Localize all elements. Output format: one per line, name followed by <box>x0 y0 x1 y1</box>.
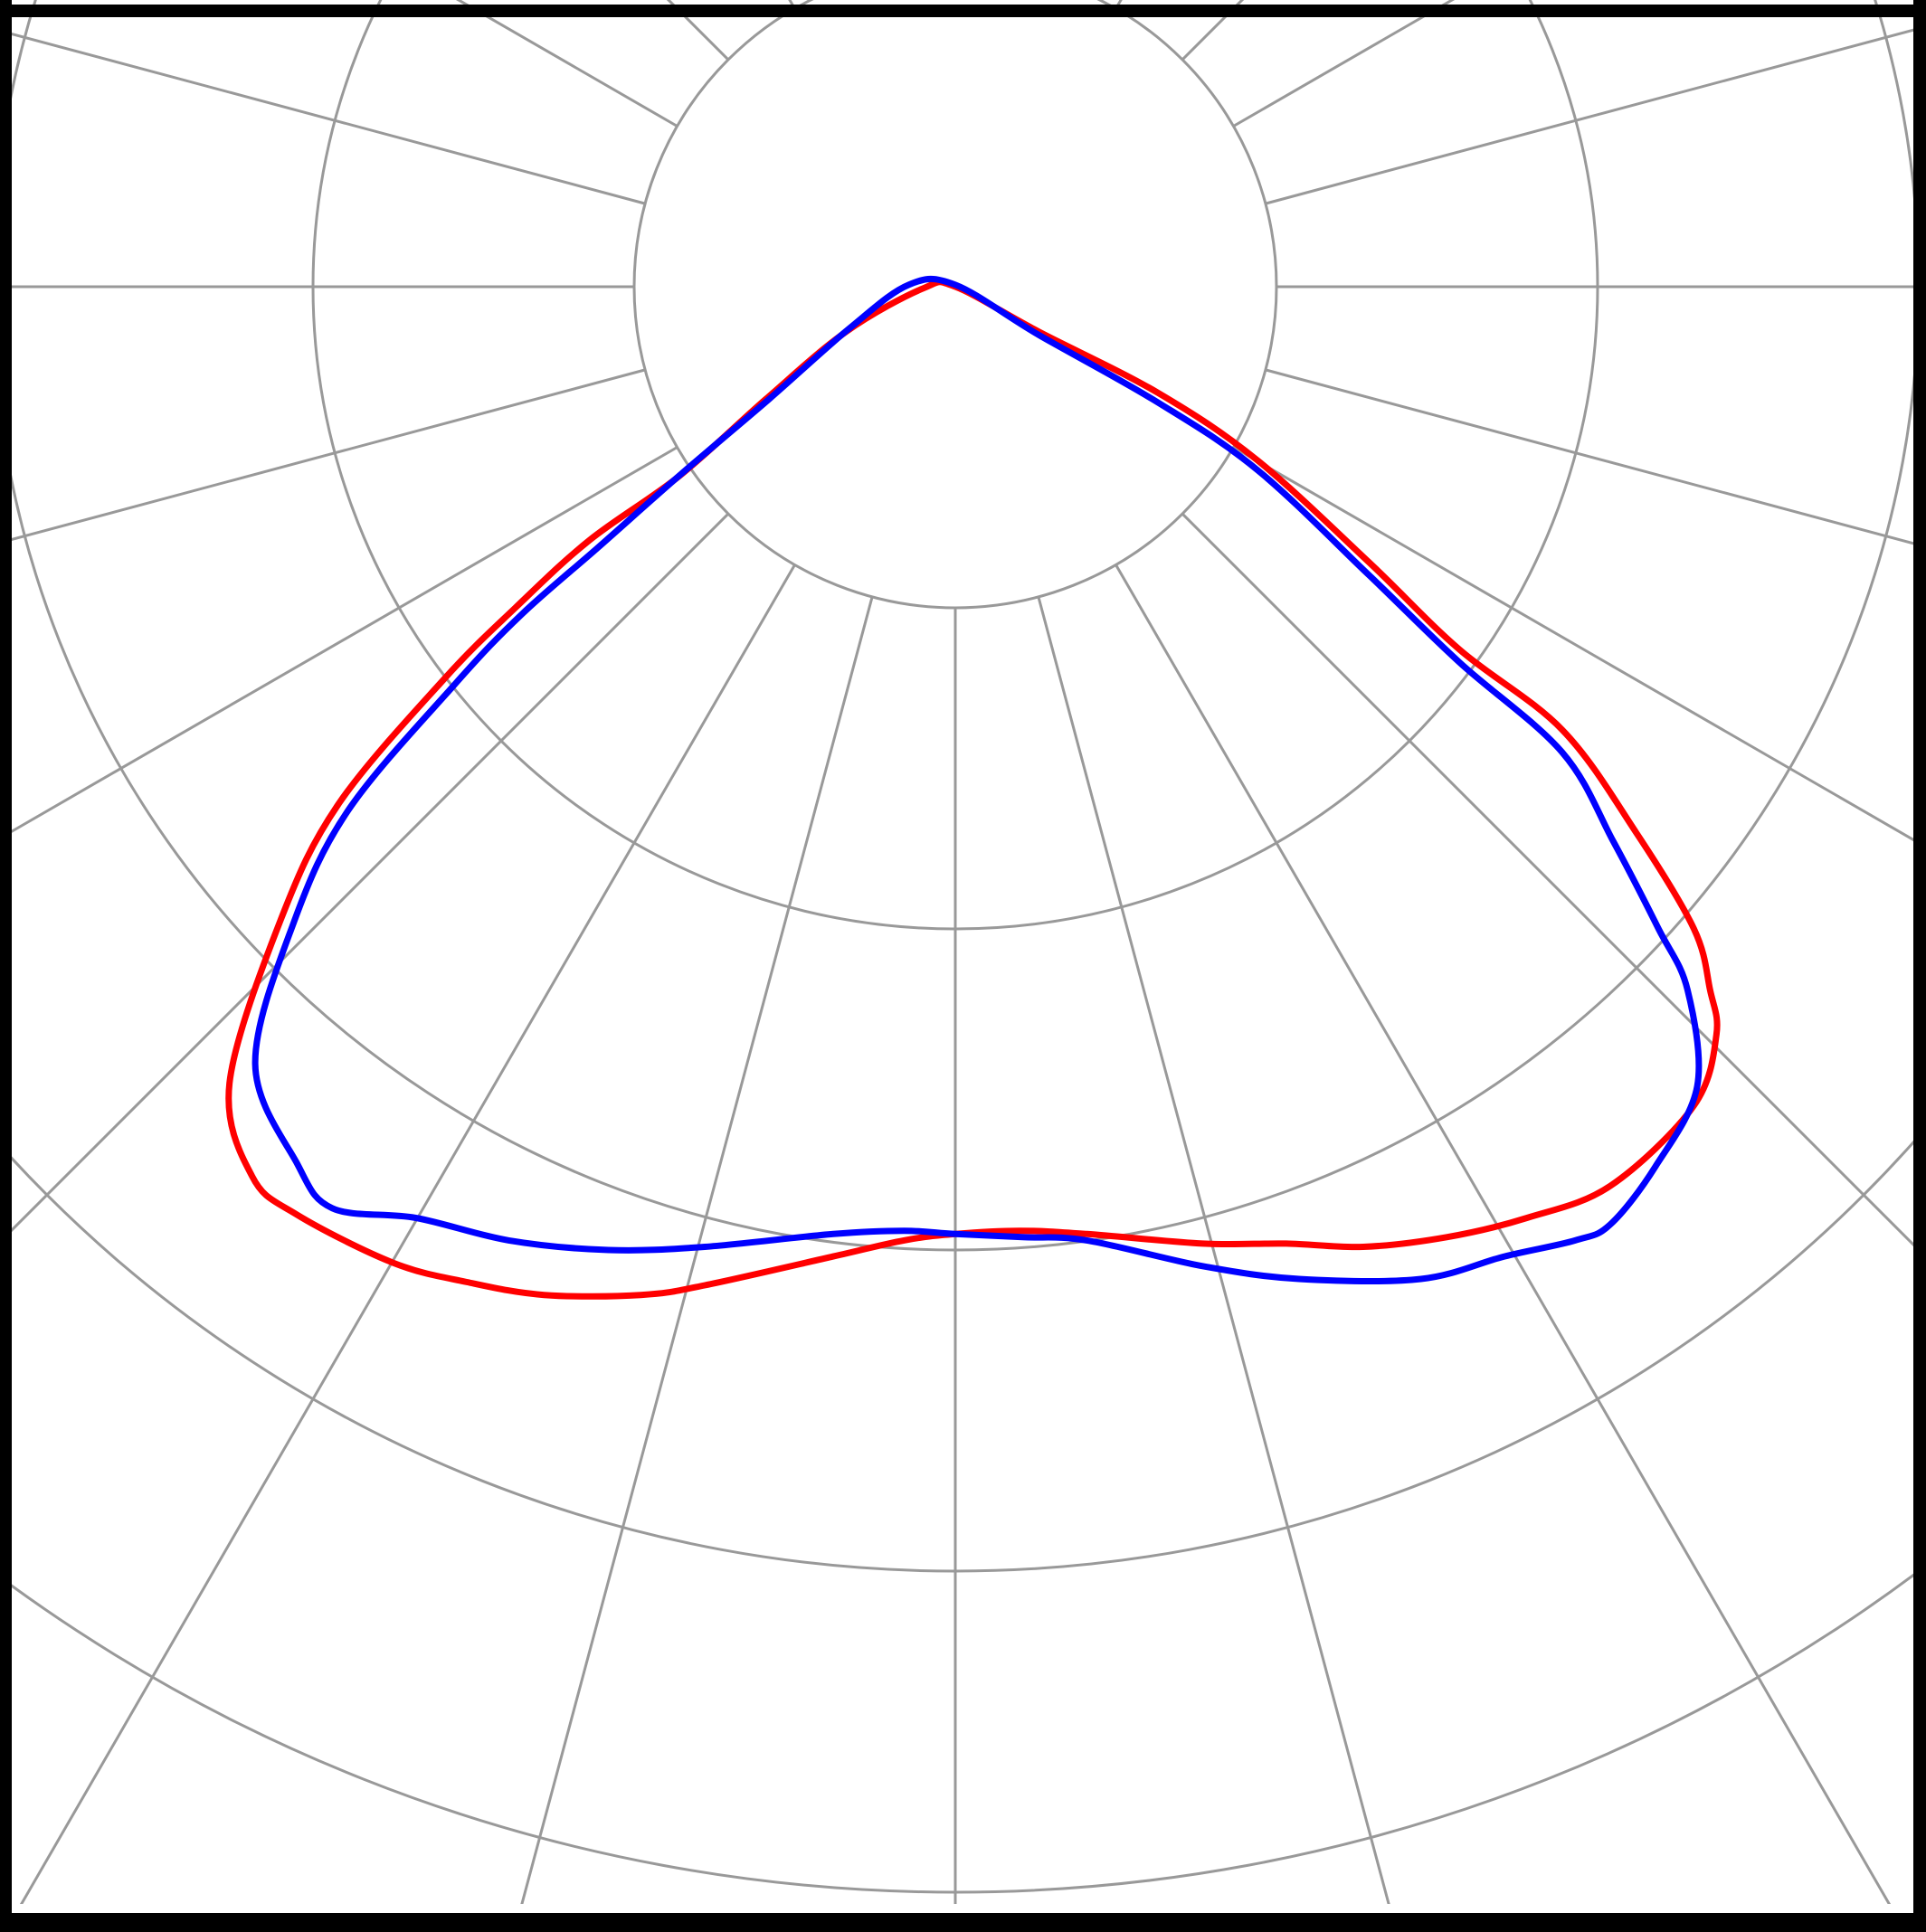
grid-radial <box>1265 28 1914 205</box>
curve-blue <box>251 275 1703 1284</box>
grid-radial <box>1265 368 1914 545</box>
grid-radial <box>12 512 730 1233</box>
grid-radial <box>19 564 796 1904</box>
grid-radial <box>1181 512 1914 1248</box>
grid-radial <box>1115 564 1892 1904</box>
frame-right <box>1913 0 1926 1932</box>
frame-bottom <box>0 1913 1926 1932</box>
intensity-curves <box>225 275 1721 1300</box>
frame-top <box>0 5 1926 17</box>
grid-radial <box>12 32 646 205</box>
grid-radial <box>1037 596 1390 1904</box>
grid-radial <box>520 596 874 1904</box>
grid-radial <box>12 368 646 542</box>
grid-radial <box>12 446 678 833</box>
frame-left <box>0 0 12 1932</box>
grid-radial <box>1232 446 1914 842</box>
